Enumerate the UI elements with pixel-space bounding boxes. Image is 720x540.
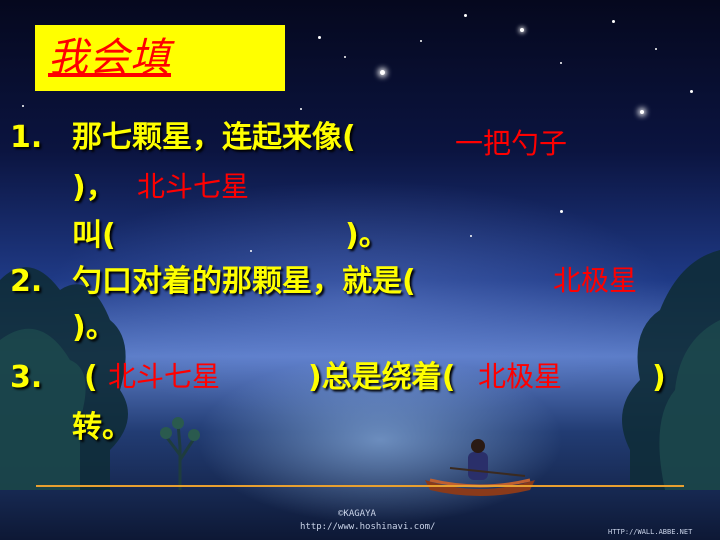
item-3-middle: )总是绕着( [308, 360, 456, 395]
item-number: 2. [10, 264, 43, 299]
star [344, 56, 346, 58]
star [250, 250, 252, 252]
watermark-brand: ©KAGAYA [338, 509, 376, 519]
star [300, 108, 302, 110]
item-3-line-2: 转。 [72, 410, 132, 445]
star [612, 20, 615, 23]
item-number: 1. [10, 120, 43, 155]
watermark-corner: HTTP://WALL.ABBE.NET [608, 528, 693, 536]
star [420, 40, 422, 42]
item-number: 3. [10, 360, 43, 395]
item-3-answer-1: 北斗七星 [108, 360, 221, 393]
star [318, 36, 321, 39]
item-1-answer-2: 北斗七星 [137, 170, 250, 203]
item-3-close: ) [652, 360, 666, 395]
boat-figure [425, 439, 535, 496]
item-2-line-2: )。 [72, 310, 116, 345]
right-trees [622, 250, 720, 490]
star [22, 105, 24, 107]
star [380, 70, 385, 75]
item-3-answer-2: 北极星 [478, 360, 563, 393]
divider-line [36, 485, 684, 487]
item-3-open: ( [84, 360, 98, 395]
star [655, 48, 657, 50]
star [690, 90, 693, 93]
title-highlight [35, 25, 285, 91]
star [640, 110, 644, 114]
star [520, 28, 524, 32]
item-2-line-1: 勺口对着的那颗星，就是( [72, 264, 416, 299]
small-tree [160, 417, 200, 490]
left-trees [0, 267, 128, 490]
item-1-line-3-open: 叫( [72, 218, 116, 253]
item-1-line-3-close: )。 [345, 218, 389, 253]
watermark-url: http://www.hoshinavi.com/ [300, 522, 436, 532]
item-1-line-1: 那七颗星，连起来像( [72, 120, 356, 155]
star [560, 62, 562, 64]
star [470, 235, 472, 237]
item-1-line-2: )， [72, 170, 116, 205]
item-2-answer-1: 北极星 [553, 264, 638, 297]
slide-title: 我会填 [48, 35, 171, 81]
item-1-answer-1: 一把勺子 [455, 127, 568, 160]
star [464, 14, 467, 17]
star [560, 210, 563, 213]
